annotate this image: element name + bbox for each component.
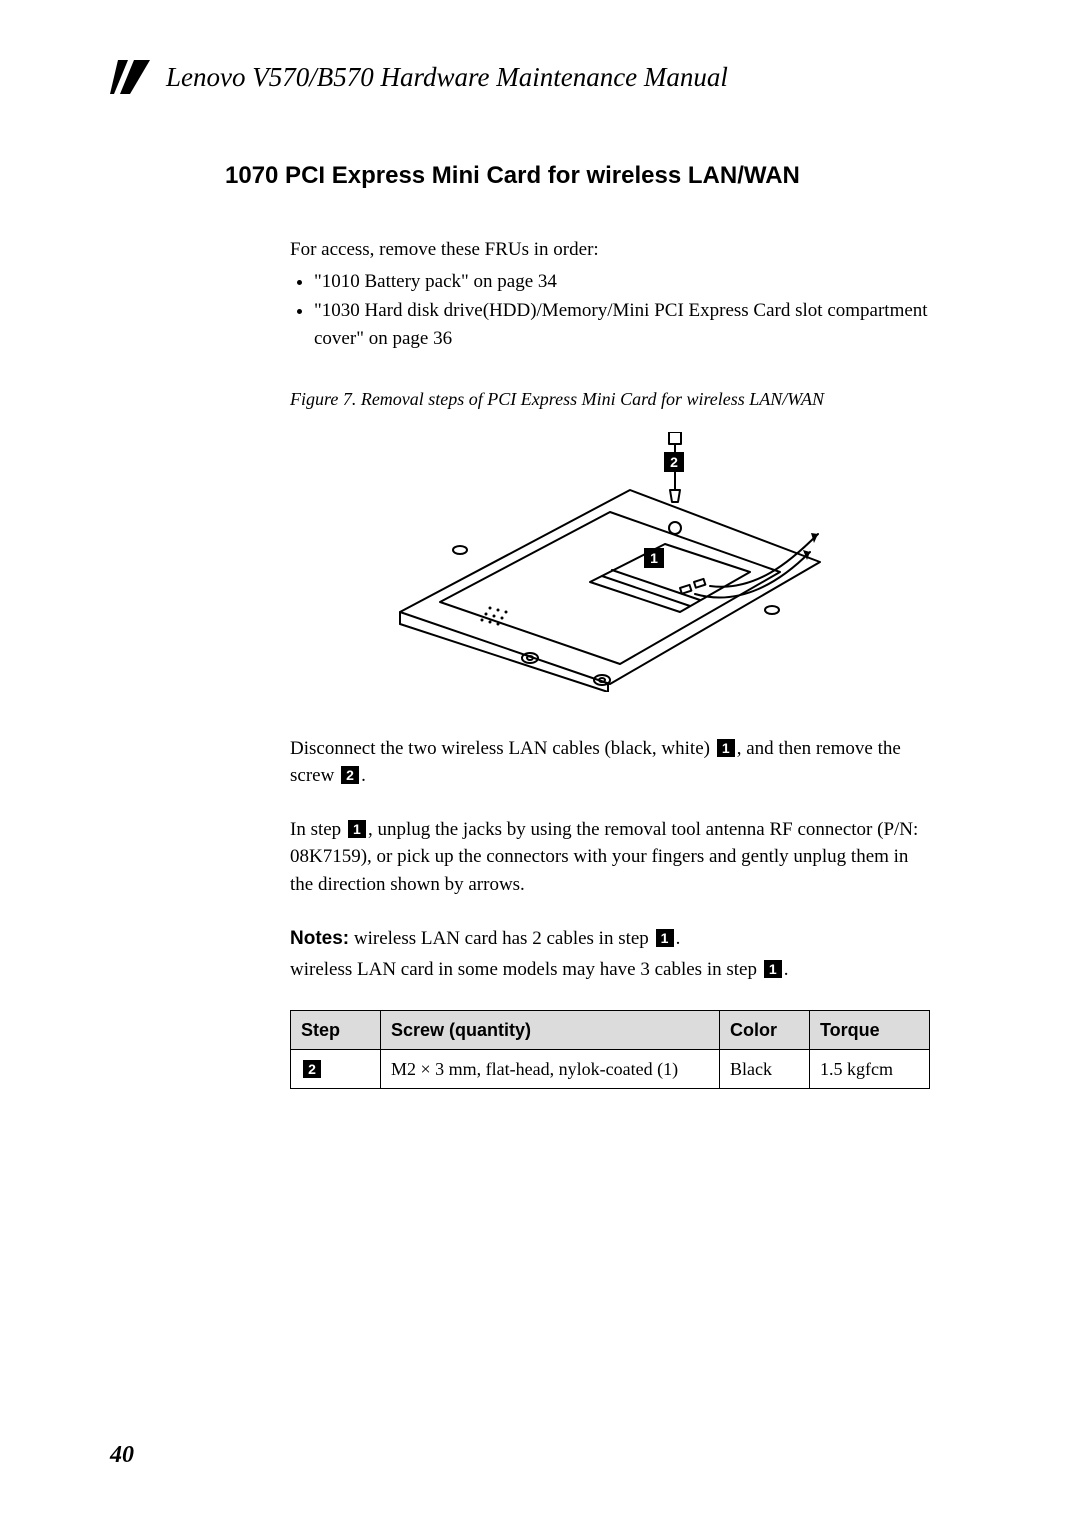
figure-diagram: 2 1 (290, 432, 930, 701)
table-cell-torque: 1.5 kgfcm (810, 1049, 930, 1088)
text: , unplug the jacks by using the removal … (290, 819, 918, 895)
callout-1-icon: 1 (764, 960, 782, 978)
table-header: Screw (quantity) (381, 1010, 720, 1049)
instep-paragraph: In step 1, unplug the jacks by using the… (290, 816, 930, 899)
callout-2-icon: 2 (303, 1060, 321, 1078)
text: wireless LAN card has 2 cables in step (349, 928, 653, 949)
callout-2-icon: 2 (341, 766, 359, 784)
figure-callout-1: 1 (650, 550, 658, 566)
screw-table: Step Screw (quantity) Color Torque 2 M2 … (290, 1010, 930, 1089)
page-header: Lenovo V570/B570 Hardware Maintenance Ma… (110, 60, 970, 94)
notes-line-2: wireless LAN card in some models may hav… (290, 956, 930, 984)
table-cell-screw: M2 × 3 mm, flat-head, nylok-coated (1) (381, 1049, 720, 1088)
section-title: 1070 PCI Express Mini Card for wireless … (225, 162, 970, 190)
page-number: 40 (110, 1442, 134, 1469)
intro-text: For access, remove these FRUs in order: (290, 236, 930, 264)
text: In step (290, 819, 346, 840)
callout-1-icon: 1 (656, 929, 674, 947)
table-cell-color: Black (720, 1049, 810, 1088)
table-header: Step (291, 1010, 381, 1049)
table-row: 2 M2 × 3 mm, flat-head, nylok-coated (1)… (291, 1049, 930, 1088)
list-item: "1030 Hard disk drive(HDD)/Memory/Mini P… (314, 297, 930, 352)
table-header: Color (720, 1010, 810, 1049)
figure-caption: Figure 7. Removal steps of PCI Express M… (290, 386, 930, 412)
figure-callout-2: 2 (670, 454, 678, 470)
notes-line-1: Notes: wireless LAN card has 2 cables in… (290, 925, 930, 953)
table-header: Torque (810, 1010, 930, 1049)
text: Disconnect the two wireless LAN cables (… (290, 738, 715, 759)
disconnect-paragraph: Disconnect the two wireless LAN cables (… (290, 735, 930, 790)
header-slash-icon (110, 60, 152, 94)
fru-list: "1010 Battery pack" on page 34 "1030 Har… (314, 268, 930, 353)
header-title: Lenovo V570/B570 Hardware Maintenance Ma… (166, 62, 728, 93)
callout-1-icon: 1 (717, 739, 735, 757)
list-item: "1010 Battery pack" on page 34 (314, 268, 930, 296)
notes-label: Notes: (290, 928, 349, 949)
text: . (784, 959, 789, 980)
callout-1-icon: 1 (348, 820, 366, 838)
text: . (676, 928, 681, 949)
table-cell-step: 2 (291, 1049, 381, 1088)
text: . (361, 765, 366, 786)
text: wireless LAN card in some models may hav… (290, 959, 762, 980)
